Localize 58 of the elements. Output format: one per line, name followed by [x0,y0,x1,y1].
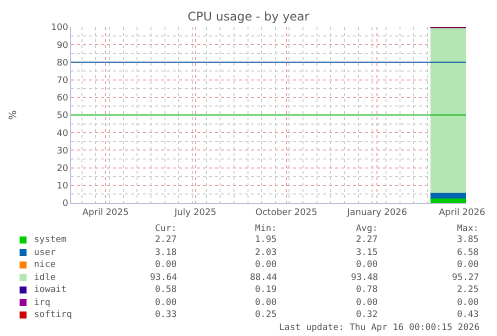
text: 2.25 [457,285,479,295]
y-tick-label: 50 [56,111,68,122]
text: Last update: Thu Apr 16 00:00:15 2026 [279,323,480,333]
chart-title: CPU usage - by year [188,9,310,24]
text: 2.27 [155,235,177,245]
text: 3.15 [356,248,378,258]
legend-label: idle [34,273,56,283]
text: 0.19 [255,285,277,295]
text: 0.78 [356,285,378,295]
text: 3.18 [155,248,177,258]
text: Cur: [155,224,177,234]
y-tick-label: 20 [56,164,68,174]
text: 2.03 [255,248,277,258]
text: 0.00 [356,298,378,308]
text: 0.00 [457,298,479,308]
legend-label: irq [34,298,50,308]
y-tick-label: 60 [56,94,68,104]
y-tick-label: 40 [56,128,68,139]
x-tick-label: January 2026 [346,208,408,218]
text: 0.43 [457,310,479,320]
legend-label: iowait [34,285,67,295]
text: 2.27 [356,235,378,245]
text: Max: [457,224,479,234]
x-tick-label: April 2025 [82,208,129,218]
text: 0.58 [155,285,177,295]
text: 93.64 [150,273,178,283]
text: 1.95 [255,235,277,245]
x-tick-label: April 2026 [438,208,486,218]
text: 0.00 [155,260,177,270]
text: 0.33 [155,310,177,320]
text: 0.00 [255,260,277,270]
y-tick-label: 10 [56,182,68,192]
text: 0.00 [457,260,479,270]
text: 3.85 [457,235,479,245]
text: Min: [255,224,277,234]
y-tick-label: 80 [56,58,68,68]
text: 93.48 [351,273,378,283]
y-tick-label: 90 [56,40,68,51]
text: 0.00 [255,298,277,308]
legend-label: softirq [34,310,72,320]
y-tick-label: 30 [56,146,68,156]
text: 0.00 [155,298,177,308]
legend-label: user [34,248,56,258]
y-axis-title: % [8,110,20,120]
text: 0.25 [255,310,277,320]
y-tick-label: 0 [62,199,68,210]
x-tick-label: July 2025 [173,208,216,218]
text: Avg: [356,224,378,234]
legend-label: nice [34,260,56,270]
legend-label: system [34,235,67,245]
y-tick-label: 70 [56,76,68,86]
x-tick-label: October 2025 [255,208,318,218]
text: 6.58 [457,248,479,258]
text: 0.32 [356,310,378,320]
text: 88.44 [250,273,278,283]
text: 95.27 [452,273,480,283]
y-tick-label: 100 [51,23,68,34]
text: 0.00 [356,260,378,270]
